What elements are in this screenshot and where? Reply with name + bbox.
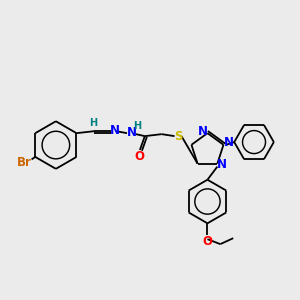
Text: H: H <box>89 118 98 128</box>
Text: O: O <box>202 235 212 248</box>
Text: H: H <box>133 121 141 131</box>
Text: N: N <box>224 136 233 149</box>
Text: S: S <box>174 130 183 142</box>
Text: N: N <box>217 158 227 171</box>
Text: O: O <box>134 150 144 164</box>
Text: Br: Br <box>17 156 32 170</box>
Text: N: N <box>197 125 208 138</box>
Text: N: N <box>110 124 120 137</box>
Text: N: N <box>127 126 137 139</box>
